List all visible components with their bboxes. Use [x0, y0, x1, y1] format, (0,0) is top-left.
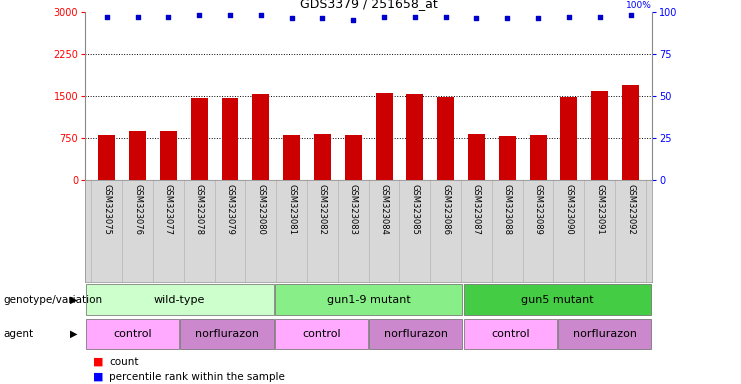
Text: ■: ■ — [93, 357, 103, 367]
Bar — [437, 96, 454, 180]
Point — [378, 13, 390, 20]
Text: GSM323080: GSM323080 — [256, 184, 265, 234]
Bar — [86, 284, 273, 315]
Text: GSM323077: GSM323077 — [164, 184, 173, 235]
Text: control: control — [491, 329, 530, 339]
Bar — [180, 319, 273, 349]
Text: ▶: ▶ — [70, 295, 78, 305]
Text: 100%: 100% — [626, 1, 652, 10]
Bar — [406, 94, 423, 180]
Text: GSM323079: GSM323079 — [225, 184, 234, 234]
Text: agent: agent — [4, 329, 34, 339]
Text: count: count — [109, 357, 139, 367]
Bar — [345, 136, 362, 180]
Text: control: control — [302, 329, 341, 339]
Text: GSM323078: GSM323078 — [195, 184, 204, 235]
Text: GSM323083: GSM323083 — [349, 184, 358, 235]
Point — [193, 12, 205, 18]
Text: GSM323092: GSM323092 — [626, 184, 635, 234]
Text: norflurazon: norflurazon — [384, 329, 448, 339]
Point — [224, 12, 236, 18]
Text: GSM323091: GSM323091 — [595, 184, 604, 234]
Bar — [499, 136, 516, 180]
Bar — [591, 91, 608, 180]
Point — [532, 15, 544, 22]
Text: GSM323084: GSM323084 — [379, 184, 388, 234]
Bar — [558, 319, 651, 349]
Point — [594, 13, 605, 20]
Text: GSM323082: GSM323082 — [318, 184, 327, 234]
Text: percentile rank within the sample: percentile rank within the sample — [109, 372, 285, 382]
Text: ■: ■ — [93, 372, 103, 382]
Bar — [314, 134, 331, 180]
Bar — [560, 96, 577, 180]
Point — [316, 15, 328, 22]
Text: GSM323086: GSM323086 — [441, 184, 451, 235]
Text: ▶: ▶ — [70, 329, 78, 339]
Point — [101, 13, 113, 20]
Text: GSM323089: GSM323089 — [534, 184, 542, 234]
Text: genotype/variation: genotype/variation — [4, 295, 103, 305]
Bar — [160, 131, 177, 180]
Text: control: control — [113, 329, 152, 339]
Point — [409, 13, 421, 20]
Bar — [468, 134, 485, 180]
Point — [625, 12, 637, 18]
Bar — [530, 136, 547, 180]
Text: GSM323081: GSM323081 — [287, 184, 296, 234]
Bar — [222, 98, 239, 180]
Point — [255, 12, 267, 18]
Text: GSM323085: GSM323085 — [411, 184, 419, 234]
Bar — [86, 319, 179, 349]
Bar — [275, 284, 462, 315]
Bar — [622, 85, 639, 180]
Bar — [283, 136, 300, 180]
Bar — [275, 319, 368, 349]
Bar — [464, 284, 651, 315]
Text: GSM323075: GSM323075 — [102, 184, 111, 234]
Text: gun1-9 mutant: gun1-9 mutant — [327, 295, 411, 305]
Point — [563, 13, 575, 20]
Text: GSM323076: GSM323076 — [133, 184, 142, 235]
Bar — [99, 136, 116, 180]
Text: gun5 mutant: gun5 mutant — [521, 295, 594, 305]
Bar — [129, 131, 146, 180]
Point — [439, 13, 451, 20]
Text: norflurazon: norflurazon — [195, 329, 259, 339]
Text: GSM323088: GSM323088 — [503, 184, 512, 235]
Bar — [253, 94, 269, 180]
Bar — [376, 93, 393, 180]
Point — [471, 15, 482, 22]
Text: GSM323090: GSM323090 — [565, 184, 574, 234]
Text: norflurazon: norflurazon — [573, 329, 637, 339]
Text: wild-type: wild-type — [154, 295, 205, 305]
Point — [132, 13, 144, 20]
Point — [162, 13, 174, 20]
Bar — [369, 319, 462, 349]
Point — [348, 17, 359, 23]
Point — [502, 15, 514, 22]
Bar — [190, 98, 207, 180]
Point — [286, 15, 298, 22]
Bar — [464, 319, 557, 349]
Text: GSM323087: GSM323087 — [472, 184, 481, 235]
Title: GDS3379 / 251658_at: GDS3379 / 251658_at — [300, 0, 437, 10]
